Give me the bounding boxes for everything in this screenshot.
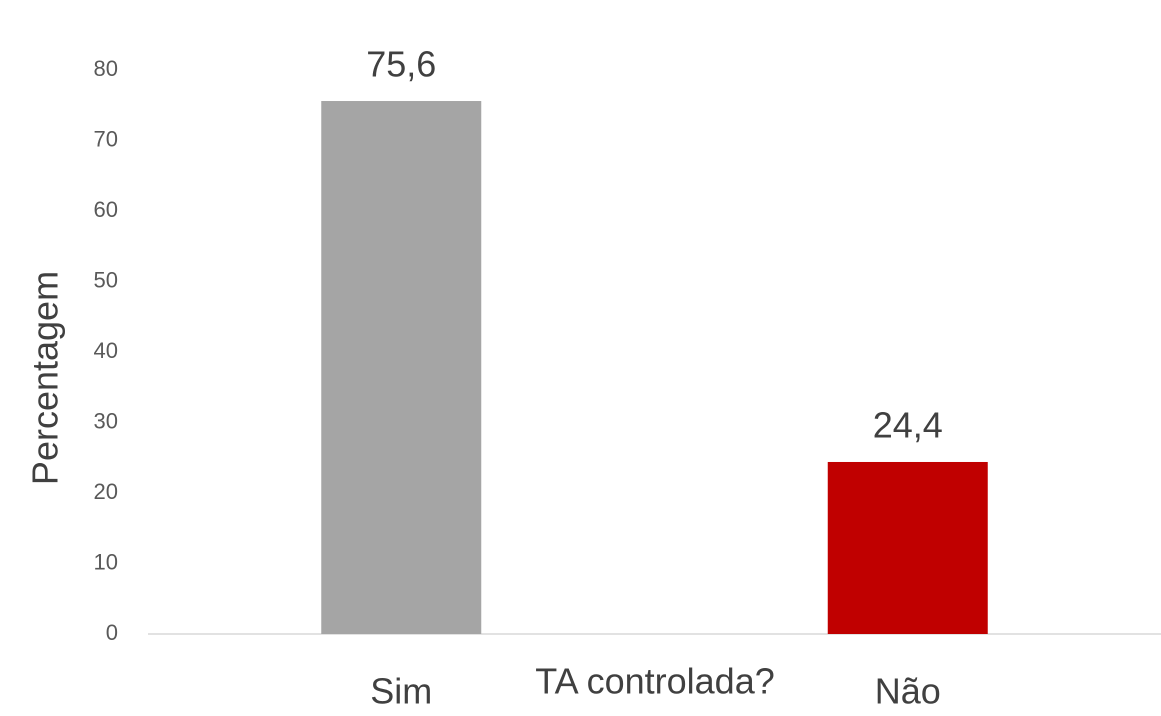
- bar: [827, 461, 988, 634]
- value-label: 24,4: [873, 404, 943, 445]
- y-tick-label: 10: [94, 549, 118, 574]
- y-tick-label: 0: [106, 620, 118, 645]
- y-tick-label: 80: [94, 56, 118, 81]
- y-axis-label: Percentagem: [25, 271, 66, 485]
- value-label: 75,6: [366, 44, 436, 85]
- x-tick-label: Sim: [370, 671, 432, 711]
- y-tick-label: 60: [94, 197, 118, 222]
- y-tick-label: 20: [94, 479, 118, 504]
- y-tick-label: 70: [94, 126, 118, 151]
- y-tick-label: 30: [94, 408, 118, 433]
- y-tick-label: 40: [94, 338, 118, 363]
- bar: [321, 101, 482, 634]
- x-axis-label: TA controlada?: [535, 661, 774, 702]
- x-tick-label: Não: [875, 671, 941, 711]
- y-tick-label: 50: [94, 267, 118, 292]
